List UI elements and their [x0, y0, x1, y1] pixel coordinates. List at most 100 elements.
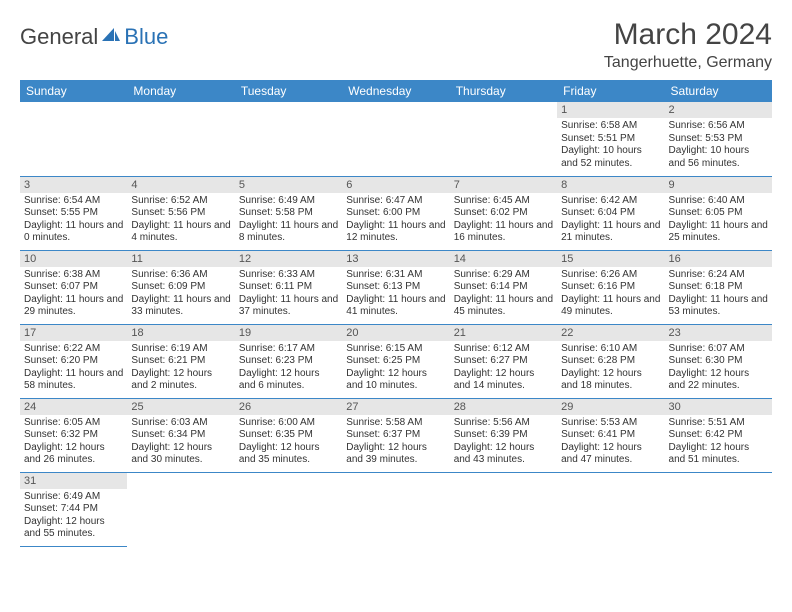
daylight-text: Daylight: 12 hours and 35 minutes. [239, 442, 338, 467]
sunset-text: Sunset: 6:00 PM [346, 207, 445, 220]
calendar-day-cell: 10Sunrise: 6:38 AMSunset: 6:07 PMDayligh… [20, 250, 127, 324]
sunrise-text: Sunrise: 6:58 AM [561, 120, 660, 133]
sunset-text: Sunset: 6:02 PM [454, 207, 553, 220]
calendar-day-cell: 21Sunrise: 6:12 AMSunset: 6:27 PMDayligh… [450, 324, 557, 398]
calendar-day-cell: 2Sunrise: 6:56 AMSunset: 5:53 PMDaylight… [665, 102, 772, 176]
sunrise-text: Sunrise: 6:38 AM [24, 269, 123, 282]
sunset-text: Sunset: 6:21 PM [131, 355, 230, 368]
day-number: 30 [665, 399, 772, 415]
sunrise-text: Sunrise: 6:12 AM [454, 343, 553, 356]
calendar-day-cell: 8Sunrise: 6:42 AMSunset: 6:04 PMDaylight… [557, 176, 664, 250]
day-number: 22 [557, 325, 664, 341]
calendar-day-cell: 14Sunrise: 6:29 AMSunset: 6:14 PMDayligh… [450, 250, 557, 324]
day-details: Sunrise: 6:31 AMSunset: 6:13 PMDaylight:… [342, 267, 449, 323]
sunrise-text: Sunrise: 6:19 AM [131, 343, 230, 356]
daylight-text: Daylight: 12 hours and 10 minutes. [346, 368, 445, 393]
sunset-text: Sunset: 6:23 PM [239, 355, 338, 368]
day-number: 5 [235, 177, 342, 193]
day-number: 27 [342, 399, 449, 415]
sunrise-text: Sunrise: 6:49 AM [239, 195, 338, 208]
day-number: 20 [342, 325, 449, 341]
page-title: March 2024 [604, 18, 772, 52]
logo-text-blue: Blue [124, 24, 168, 50]
sunset-text: Sunset: 6:05 PM [669, 207, 768, 220]
day-details: Sunrise: 6:17 AMSunset: 6:23 PMDaylight:… [235, 341, 342, 397]
day-number: 3 [20, 177, 127, 193]
calendar-day-cell: 31Sunrise: 6:49 AMSunset: 7:44 PMDayligh… [20, 472, 127, 546]
calendar-week-row: 3Sunrise: 6:54 AMSunset: 5:55 PMDaylight… [20, 176, 772, 250]
weekday-header: Saturday [665, 80, 772, 102]
sunset-text: Sunset: 6:20 PM [24, 355, 123, 368]
daylight-text: Daylight: 11 hours and 58 minutes. [24, 368, 123, 393]
sunset-text: Sunset: 6:25 PM [346, 355, 445, 368]
sunset-text: Sunset: 6:30 PM [669, 355, 768, 368]
sunrise-text: Sunrise: 6:40 AM [669, 195, 768, 208]
daylight-text: Daylight: 10 hours and 52 minutes. [561, 145, 660, 170]
calendar-week-row: 10Sunrise: 6:38 AMSunset: 6:07 PMDayligh… [20, 250, 772, 324]
daylight-text: Daylight: 12 hours and 14 minutes. [454, 368, 553, 393]
daylight-text: Daylight: 10 hours and 56 minutes. [669, 145, 768, 170]
sunrise-text: Sunrise: 5:53 AM [561, 417, 660, 430]
sail-icon [100, 24, 122, 50]
sunset-text: Sunset: 6:42 PM [669, 429, 768, 442]
daylight-text: Daylight: 12 hours and 51 minutes. [669, 442, 768, 467]
sunset-text: Sunset: 6:16 PM [561, 281, 660, 294]
day-details: Sunrise: 6:12 AMSunset: 6:27 PMDaylight:… [450, 341, 557, 397]
day-number: 1 [557, 102, 664, 118]
day-details: Sunrise: 6:19 AMSunset: 6:21 PMDaylight:… [127, 341, 234, 397]
calendar-empty-cell [20, 102, 127, 176]
weekday-header: Friday [557, 80, 664, 102]
sunset-text: Sunset: 6:13 PM [346, 281, 445, 294]
calendar-empty-cell [127, 102, 234, 176]
sunrise-text: Sunrise: 6:31 AM [346, 269, 445, 282]
day-number: 4 [127, 177, 234, 193]
weekday-header: Wednesday [342, 80, 449, 102]
daylight-text: Daylight: 12 hours and 22 minutes. [669, 368, 768, 393]
daylight-text: Daylight: 11 hours and 16 minutes. [454, 220, 553, 245]
calendar-day-cell: 9Sunrise: 6:40 AMSunset: 6:05 PMDaylight… [665, 176, 772, 250]
calendar-day-cell: 7Sunrise: 6:45 AMSunset: 6:02 PMDaylight… [450, 176, 557, 250]
sunset-text: Sunset: 6:04 PM [561, 207, 660, 220]
calendar-empty-cell [450, 102, 557, 176]
day-number: 2 [665, 102, 772, 118]
calendar-day-cell: 18Sunrise: 6:19 AMSunset: 6:21 PMDayligh… [127, 324, 234, 398]
daylight-text: Daylight: 11 hours and 25 minutes. [669, 220, 768, 245]
calendar-day-cell: 30Sunrise: 5:51 AMSunset: 6:42 PMDayligh… [665, 398, 772, 472]
sunset-text: Sunset: 6:35 PM [239, 429, 338, 442]
sunrise-text: Sunrise: 6:00 AM [239, 417, 338, 430]
day-number: 6 [342, 177, 449, 193]
sunset-text: Sunset: 7:44 PM [24, 503, 123, 516]
sunrise-text: Sunrise: 6:56 AM [669, 120, 768, 133]
daylight-text: Daylight: 12 hours and 26 minutes. [24, 442, 123, 467]
sunrise-text: Sunrise: 6:24 AM [669, 269, 768, 282]
daylight-text: Daylight: 11 hours and 21 minutes. [561, 220, 660, 245]
sunset-text: Sunset: 6:28 PM [561, 355, 660, 368]
day-details: Sunrise: 6:00 AMSunset: 6:35 PMDaylight:… [235, 415, 342, 471]
weekday-header: Tuesday [235, 80, 342, 102]
calendar-day-cell: 22Sunrise: 6:10 AMSunset: 6:28 PMDayligh… [557, 324, 664, 398]
sunset-text: Sunset: 6:32 PM [24, 429, 123, 442]
day-number: 17 [20, 325, 127, 341]
sunset-text: Sunset: 6:39 PM [454, 429, 553, 442]
calendar-empty-cell [665, 472, 772, 546]
day-details: Sunrise: 6:49 AMSunset: 7:44 PMDaylight:… [20, 489, 127, 545]
sunset-text: Sunset: 5:58 PM [239, 207, 338, 220]
calendar-day-cell: 28Sunrise: 5:56 AMSunset: 6:39 PMDayligh… [450, 398, 557, 472]
sunset-text: Sunset: 6:07 PM [24, 281, 123, 294]
weekday-header-row: SundayMondayTuesdayWednesdayThursdayFrid… [20, 80, 772, 102]
day-details: Sunrise: 6:15 AMSunset: 6:25 PMDaylight:… [342, 341, 449, 397]
day-number: 18 [127, 325, 234, 341]
day-number: 8 [557, 177, 664, 193]
calendar-week-row: 1Sunrise: 6:58 AMSunset: 5:51 PMDaylight… [20, 102, 772, 176]
daylight-text: Daylight: 12 hours and 18 minutes. [561, 368, 660, 393]
calendar-day-cell: 19Sunrise: 6:17 AMSunset: 6:23 PMDayligh… [235, 324, 342, 398]
calendar-empty-cell [342, 102, 449, 176]
sunset-text: Sunset: 6:41 PM [561, 429, 660, 442]
sunrise-text: Sunrise: 6:47 AM [346, 195, 445, 208]
calendar-empty-cell [557, 472, 664, 546]
sunrise-text: Sunrise: 5:56 AM [454, 417, 553, 430]
calendar-day-cell: 26Sunrise: 6:00 AMSunset: 6:35 PMDayligh… [235, 398, 342, 472]
day-details: Sunrise: 6:54 AMSunset: 5:55 PMDaylight:… [20, 193, 127, 249]
calendar-page: General Blue March 2024 Tangerhuette, Ge… [0, 0, 792, 565]
day-details: Sunrise: 6:52 AMSunset: 5:56 PMDaylight:… [127, 193, 234, 249]
